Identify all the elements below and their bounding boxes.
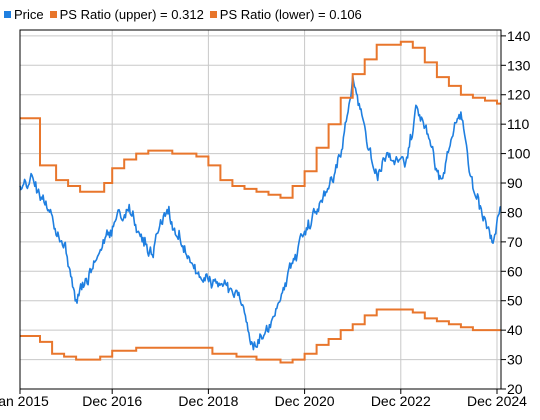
x-tick-label: Jan 2015: [0, 393, 49, 409]
legend-label-ps-lower: PS Ratio (lower) = 0.106: [219, 6, 362, 22]
series-line-ps-upper: [20, 40, 501, 199]
series-line-ps-lower: [20, 308, 501, 364]
plot-frame: [19, 29, 502, 390]
y-tick-label: 50: [507, 293, 523, 309]
legend-item-ps-upper: PS Ratio (upper) = 0.312: [49, 6, 204, 22]
x-tick-label: Dec 2016: [82, 393, 142, 409]
x-tick-label: Dec 2022: [371, 393, 431, 409]
legend-item-ps-lower: PS Ratio (lower) = 0.106: [209, 6, 362, 22]
y-tick-label: 100: [507, 146, 531, 162]
series-layer: [19, 40, 502, 364]
y-tick-label: 70: [507, 234, 523, 250]
y-tick-label: 30: [507, 352, 523, 368]
legend-swatch-ps-upper: [49, 10, 57, 18]
y-tick-label: 130: [507, 57, 531, 73]
y-tick-label: 120: [507, 87, 531, 103]
y-tick-label: 110: [507, 116, 530, 132]
legend-label-price: Price: [14, 6, 44, 22]
y-tick-label: 90: [507, 175, 523, 191]
y-tick-label: 40: [507, 322, 523, 338]
x-tick-label: Dec 2018: [178, 393, 238, 409]
y-tick-label: 20: [507, 381, 523, 397]
legend: Price PS Ratio (upper) = 0.312 PS Ratio …: [4, 4, 368, 24]
legend-label-ps-upper: PS Ratio (upper) = 0.312: [59, 6, 204, 22]
axis-layer: 20 30 40 50 60 70 80 90 100 110 120 130 140 Jan 2015 D…: [0, 28, 531, 409]
x-tick-label: Dec 2020: [275, 393, 335, 409]
legend-item-price: Price: [4, 7, 44, 22]
legend-swatch-price: [4, 10, 11, 18]
x-tick-label: Dec 2024: [467, 393, 527, 409]
y-tick-label: 80: [507, 204, 523, 220]
y-tick-label: 140: [507, 28, 531, 44]
series-line-price: [19, 75, 502, 351]
y-tick-label: 60: [507, 263, 523, 279]
legend-swatch-ps-lower: [209, 10, 217, 18]
